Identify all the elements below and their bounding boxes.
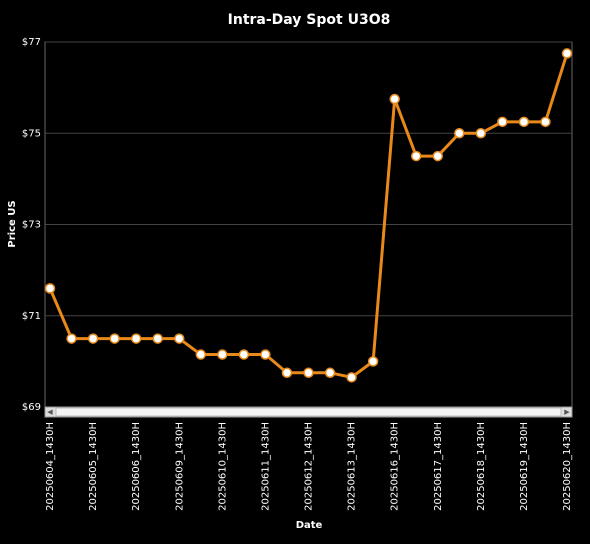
data-point bbox=[324, 367, 336, 379]
data-point bbox=[410, 150, 422, 162]
data-point bbox=[540, 116, 551, 128]
x-tick-label: 20250612_1430H bbox=[304, 422, 315, 511]
data-point bbox=[518, 116, 530, 128]
data-point bbox=[130, 333, 142, 344]
data-point bbox=[346, 372, 357, 383]
data-point bbox=[475, 128, 487, 139]
x-tick-label: 20250604_1430H bbox=[45, 422, 56, 511]
scrollbar-thumb[interactable] bbox=[55, 407, 562, 417]
data-point bbox=[44, 283, 56, 294]
y-tick-label: $77 bbox=[22, 37, 41, 48]
x-tick-label: 20250618_1430H bbox=[476, 422, 487, 511]
x-tick-label: 20250609_1430H bbox=[174, 422, 185, 511]
data-point bbox=[66, 333, 77, 344]
data-point bbox=[281, 367, 293, 379]
data-point bbox=[303, 367, 314, 379]
x-tick-label: 20250617_1430H bbox=[433, 422, 444, 511]
x-axis-title: Date bbox=[296, 520, 323, 531]
data-point bbox=[497, 116, 508, 128]
data-point bbox=[152, 333, 163, 344]
data-point bbox=[109, 333, 120, 344]
y-tick-label: $75 bbox=[22, 128, 41, 139]
x-tick-label: 20250610_1430H bbox=[217, 422, 228, 511]
scroll-left[interactable]: ◀ bbox=[47, 408, 53, 416]
x-tick-label: 20250606_1430H bbox=[131, 422, 142, 511]
data-point bbox=[238, 349, 250, 360]
data-point bbox=[389, 93, 400, 105]
data-point bbox=[367, 356, 379, 367]
x-tick-label: 20250613_1430H bbox=[347, 422, 358, 511]
data-point bbox=[174, 333, 185, 344]
scroll-right[interactable]: ▶ bbox=[564, 408, 570, 416]
x-tick-label: 20250616_1430H bbox=[390, 422, 401, 511]
data-point bbox=[195, 349, 207, 360]
x-tick-label: 20250611_1430H bbox=[260, 422, 271, 511]
data-point bbox=[87, 333, 99, 344]
y-tick-label: $69 bbox=[22, 402, 41, 413]
chart-title: Intra-Day Spot U3O8 bbox=[228, 12, 391, 28]
y-tick-label: $73 bbox=[22, 220, 41, 231]
data-point bbox=[561, 48, 573, 59]
data-point bbox=[432, 150, 443, 162]
data-point bbox=[260, 349, 271, 360]
y-tick-label: $71 bbox=[22, 311, 41, 322]
data-point bbox=[454, 128, 465, 139]
data-point bbox=[217, 349, 228, 360]
x-tick-label: 20250619_1430H bbox=[519, 422, 530, 511]
y-axis-title: Price US bbox=[7, 200, 18, 247]
x-tick-label: 20250605_1430H bbox=[88, 422, 99, 511]
x-tick-label: 20250620_1430H bbox=[562, 422, 573, 511]
